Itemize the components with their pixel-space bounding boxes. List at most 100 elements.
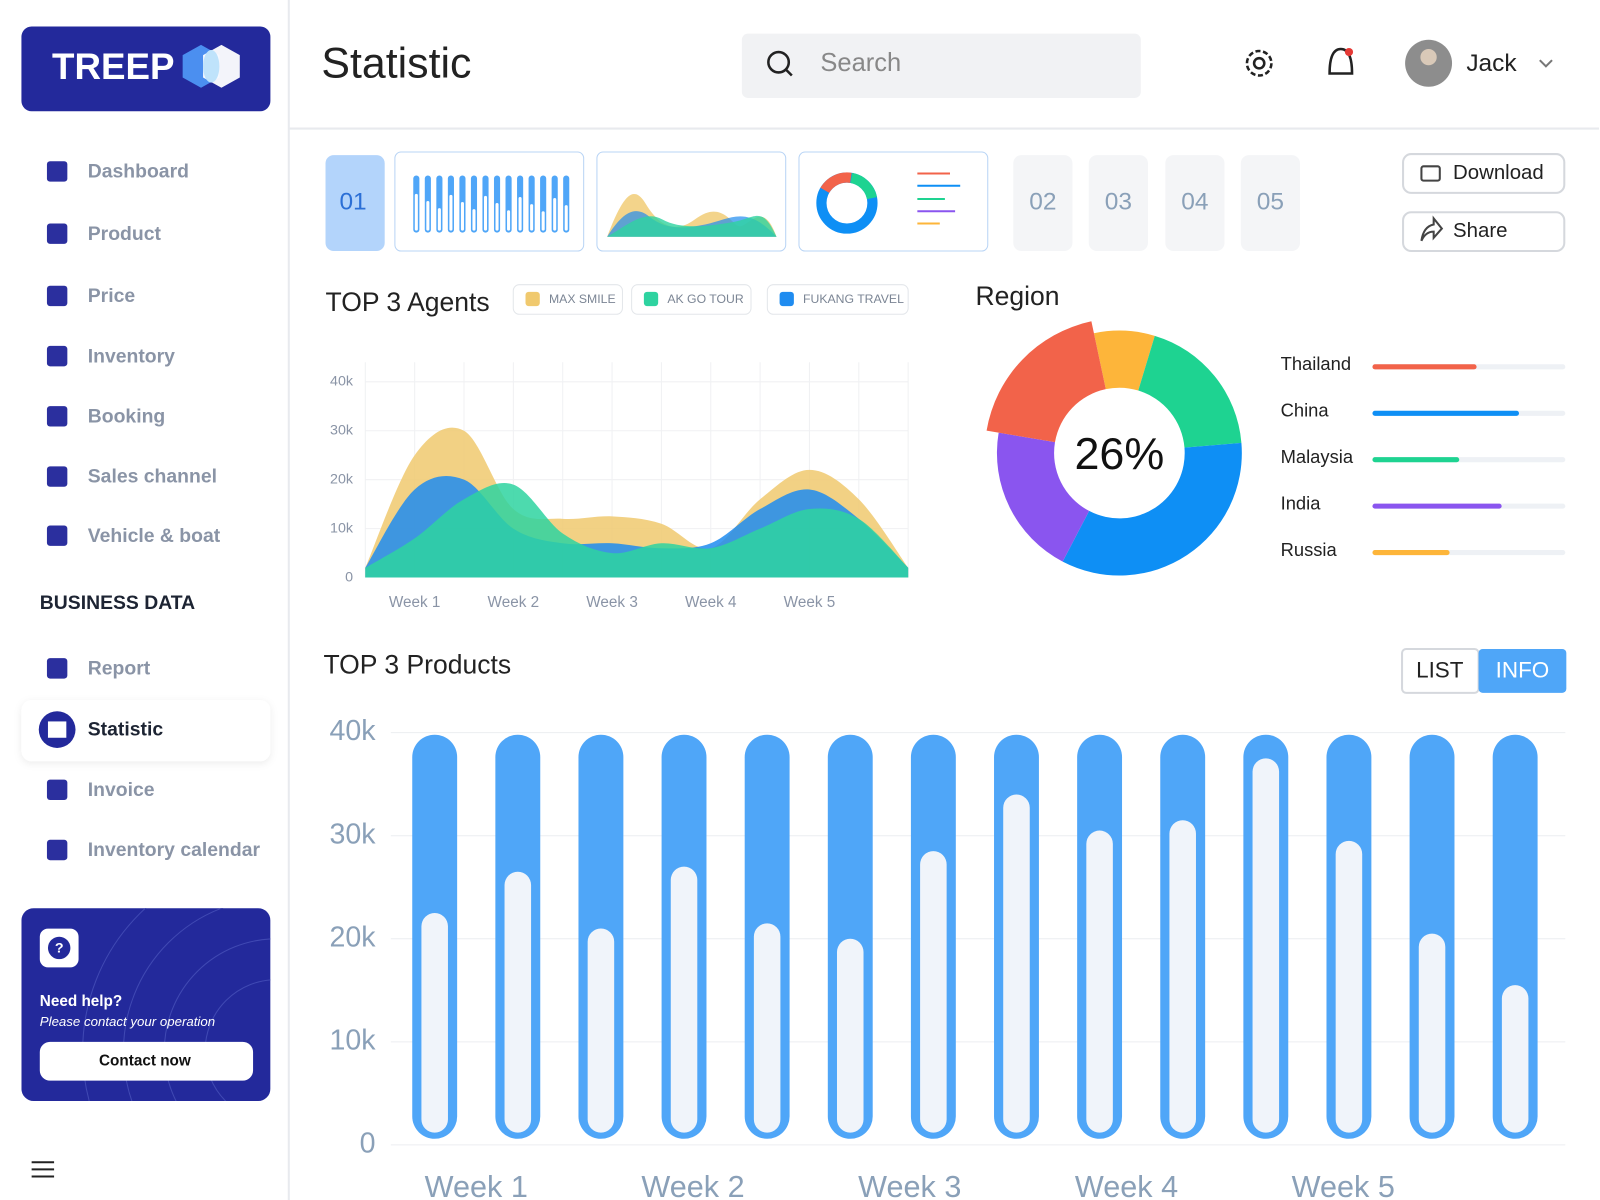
nav-item[interactable]: Vehicle & boat xyxy=(88,525,221,547)
nav-icon xyxy=(46,779,68,800)
x-tick-label: Week 4 xyxy=(685,594,737,611)
legend-chip[interactable] xyxy=(631,284,752,315)
thumb-bar xyxy=(518,196,522,231)
legend-chip[interactable] xyxy=(512,284,623,315)
legend-swatch xyxy=(779,291,794,307)
thumbnail[interactable] xyxy=(798,151,989,252)
thumb-bar xyxy=(530,204,534,231)
y-tick-label: 30k xyxy=(329,818,376,850)
logo-hex xyxy=(203,50,220,83)
thumb-bar xyxy=(437,208,441,231)
bar xyxy=(836,938,864,1133)
avatar xyxy=(1420,48,1437,66)
x-tick-label: Week 2 xyxy=(641,1170,744,1200)
donut-slice xyxy=(996,432,1090,562)
nav-icon xyxy=(46,466,68,487)
chevron[interactable] xyxy=(1539,59,1553,68)
thumb-legend xyxy=(917,172,961,225)
contact-button[interactable] xyxy=(39,1041,254,1081)
thumb-bar xyxy=(483,195,488,231)
bar xyxy=(670,866,698,1133)
bell-icon[interactable] xyxy=(1328,47,1354,75)
x-tick-label: Week 4 xyxy=(1075,1170,1178,1200)
page-tab[interactable] xyxy=(1240,155,1300,252)
nav-item[interactable]: Dashboard xyxy=(88,161,189,183)
bar xyxy=(1086,830,1113,1133)
nav-icon xyxy=(46,345,68,367)
page-tab-label: 05 xyxy=(1257,189,1284,216)
y-tick-label: 10k xyxy=(329,1024,376,1056)
legend-label: Thailand xyxy=(1281,353,1351,374)
page-tab[interactable] xyxy=(1013,155,1073,252)
bar xyxy=(1252,758,1280,1133)
nav-item[interactable]: Invoice xyxy=(88,779,155,801)
bar xyxy=(1003,794,1030,1133)
x-tick-label: Week 1 xyxy=(425,1170,528,1200)
x-tick-label: Week 5 xyxy=(1292,1170,1395,1200)
search-icon xyxy=(767,50,791,74)
donut-slice xyxy=(986,321,1106,443)
page-tab[interactable] xyxy=(1165,155,1225,252)
brand: TREEP xyxy=(52,46,174,87)
search-icon xyxy=(784,68,793,77)
page-tab-label: 04 xyxy=(1181,189,1208,216)
y-tick-label: 20k xyxy=(329,921,376,953)
download-icon xyxy=(1420,165,1441,182)
y-tick-label: 10k xyxy=(330,520,354,536)
y-tick-label: 0 xyxy=(360,1127,376,1159)
legend-label: Russia xyxy=(1281,539,1338,560)
toggle-label: INFO xyxy=(1496,657,1550,682)
nav-icon xyxy=(47,721,67,738)
nav-item[interactable]: Inventory calendar xyxy=(88,839,261,861)
search-placeholder: Search xyxy=(820,49,901,77)
user-name: Jack xyxy=(1466,50,1517,77)
settings-icon xyxy=(1252,56,1266,70)
nav-item[interactable]: Price xyxy=(88,285,136,307)
bar xyxy=(1501,985,1529,1133)
nav-item[interactable]: Product xyxy=(88,223,162,245)
chart-title: TOP 3 Products xyxy=(323,649,511,679)
nav-item[interactable]: Inventory xyxy=(88,345,175,367)
thumb-bar xyxy=(414,193,418,231)
x-tick-label: Week 3 xyxy=(858,1170,961,1200)
page-tab[interactable] xyxy=(1088,155,1148,252)
area xyxy=(365,483,909,578)
active-nav[interactable] xyxy=(21,700,271,762)
nav-item[interactable]: Statistic xyxy=(88,719,164,741)
thumb-bar xyxy=(449,194,453,231)
thumb-bar xyxy=(495,203,499,231)
progress-bar xyxy=(1372,410,1520,416)
page-tab-active[interactable] xyxy=(325,155,385,252)
help-icon xyxy=(47,936,71,960)
info-toggle[interactable] xyxy=(1478,648,1567,693)
x-tick-label: Week 5 xyxy=(784,594,836,611)
thumb-area xyxy=(607,215,777,237)
nav-item[interactable]: Booking xyxy=(88,405,166,427)
bell-dot xyxy=(1344,47,1354,57)
bar xyxy=(753,923,781,1133)
nav-icon xyxy=(46,223,68,244)
download-button[interactable] xyxy=(1402,153,1566,194)
y-tick-label: 20k xyxy=(330,471,354,487)
logo-box[interactable] xyxy=(21,26,271,112)
bar xyxy=(421,913,448,1133)
share-icon xyxy=(1420,215,1444,242)
y-tick-label: 40k xyxy=(329,715,376,747)
section-title: BUSINESS DATA xyxy=(40,592,195,614)
donut-slice xyxy=(1093,330,1155,391)
nav-item[interactable]: Report xyxy=(88,658,151,680)
search-box[interactable] xyxy=(741,33,1141,98)
thumb-bar xyxy=(541,211,545,231)
share-button[interactable] xyxy=(1402,211,1566,253)
menu-icon[interactable] xyxy=(31,1161,55,1178)
nav-icon xyxy=(46,839,68,861)
legend-chip[interactable] xyxy=(766,284,909,315)
thumb-bars xyxy=(413,175,570,233)
settings-icon[interactable] xyxy=(1245,49,1273,77)
bar xyxy=(1335,840,1363,1133)
page-title: Statistic xyxy=(321,40,471,88)
nav-item[interactable]: Sales channel xyxy=(88,466,217,488)
thumb-bar xyxy=(460,202,464,231)
